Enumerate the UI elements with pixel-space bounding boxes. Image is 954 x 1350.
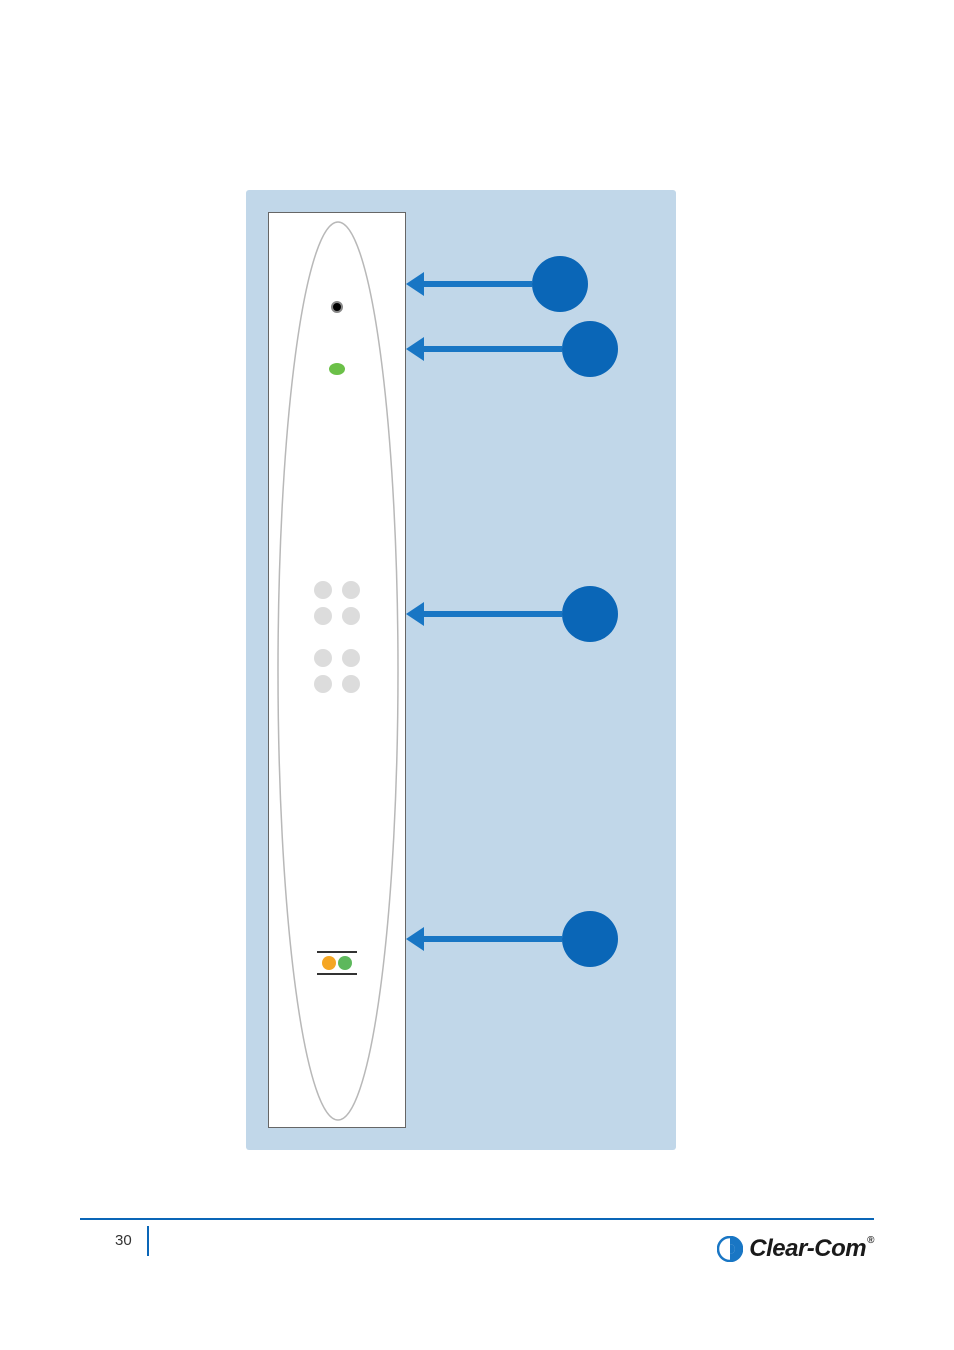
device-outline-box [268,212,406,1128]
brand-name: Clear-Com [749,1235,866,1262]
arrow-line [424,611,562,617]
lan-led-box [317,951,357,975]
vent-grid-lower [314,649,360,693]
vent-dot [342,649,360,667]
page-container: 30 Clear-Com® [0,0,954,1350]
vent-grid-upper [314,581,360,625]
arrow-line [424,281,532,287]
arrow-head-icon [406,927,424,951]
lan-led-green [338,956,352,970]
callout-4 [406,920,618,958]
footer-divider [80,1218,874,1220]
reset-pinhole [331,301,343,313]
callout-circle-2 [562,321,618,377]
callout-circle-4 [562,911,618,967]
arrow-head-icon [406,602,424,626]
brand-logo-icon [717,1236,743,1262]
vent-dot [314,675,332,693]
arrow-line [424,346,562,352]
callout-2 [406,330,618,368]
brand-logo: Clear-Com® [717,1235,874,1263]
arrow-head-icon [406,272,424,296]
vent-dot [342,607,360,625]
vent-dot [314,649,332,667]
arrow-head-icon [406,337,424,361]
callout-3 [406,595,618,633]
registered-mark: ® [867,1235,874,1246]
vent-dot [314,607,332,625]
lan-led-amber [322,956,336,970]
vent-dot [342,581,360,599]
vent-dot [314,581,332,599]
vent-dot [342,675,360,693]
page-number: 30 [115,1232,132,1249]
brand-logo-text: Clear-Com® [749,1235,874,1263]
device-figure [246,190,676,1150]
callout-1 [406,265,588,303]
power-led [329,363,345,375]
page-number-divider [147,1226,149,1256]
arrow-line [424,936,562,942]
callout-circle-3 [562,586,618,642]
callout-circle-1 [532,256,588,312]
